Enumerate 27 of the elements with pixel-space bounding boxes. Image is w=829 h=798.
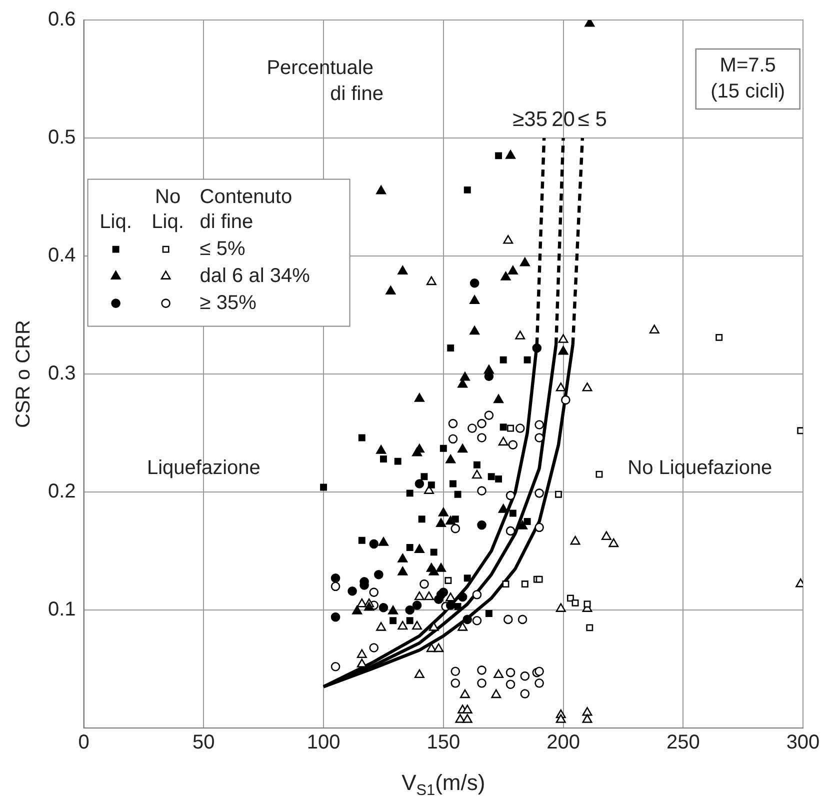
series-label: ≤ 5 (578, 108, 607, 131)
x-tick-label: 250 (666, 732, 700, 754)
legend-label: ≤ 5% (200, 238, 246, 260)
x-tick-label: 100 (306, 732, 340, 754)
annotation: M=7.5 (15 cicli) (710, 54, 786, 103)
series-label: ≥35 (512, 108, 548, 131)
x-tick-label: 150 (426, 732, 460, 754)
legend-label: dal 6 al 34% (200, 264, 310, 287)
y-tick-label: 0.2 (48, 480, 76, 503)
annotation: Liq. (100, 210, 132, 233)
x-tick-label: 300 (786, 732, 820, 754)
y-tick-label: 0.3 (48, 362, 76, 385)
annotation: No Liq. (152, 186, 184, 233)
y-axis-title: CSR o CRR (12, 320, 35, 428)
annotation: No Liquefazione (628, 456, 772, 479)
y-tick-label: 0.6 (48, 8, 76, 31)
annotation: Percentuale di fine (266, 56, 384, 105)
x-tick-label: 0 (78, 732, 90, 754)
y-tick-label: 0.1 (48, 598, 76, 621)
series-label: 20 (552, 108, 575, 131)
annotation: Liquefazione (146, 456, 260, 479)
legend-title: Contenuto di fine (200, 186, 292, 233)
legend-label: ≥ 35% (200, 292, 257, 314)
x-tick-label: 50 (192, 732, 215, 754)
y-tick-label: 0.4 (48, 244, 76, 267)
x-tick-label: 200 (546, 732, 580, 754)
y-tick-label: 0.5 (48, 126, 76, 149)
